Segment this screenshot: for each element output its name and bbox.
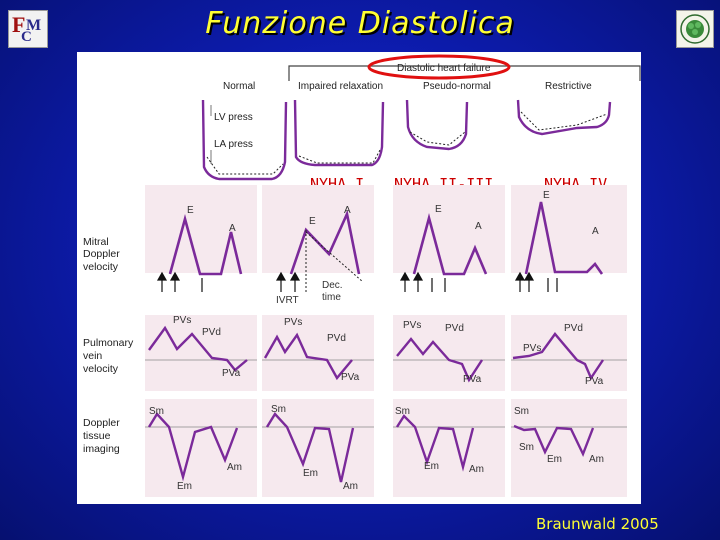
svg-text:PVd: PVd bbox=[202, 327, 221, 338]
panel-backgrounds bbox=[145, 185, 627, 497]
svg-text:PVa: PVa bbox=[585, 376, 604, 387]
svg-text:PVs: PVs bbox=[284, 317, 302, 328]
svg-text:time: time bbox=[322, 292, 341, 303]
svg-text:Sm: Sm bbox=[514, 406, 529, 417]
diastolic-function-figure: Diastolic heart failure Normal Impaired … bbox=[77, 52, 641, 504]
svg-text:E: E bbox=[187, 205, 194, 216]
svg-text:E: E bbox=[309, 216, 316, 227]
header-normal: Normal bbox=[223, 81, 255, 92]
svg-text:PVa: PVa bbox=[222, 368, 241, 379]
label-lv-press: LV press bbox=[214, 112, 253, 123]
svg-text:E: E bbox=[435, 204, 442, 215]
timing-arrows bbox=[156, 271, 558, 292]
svg-text:Pulmonary: Pulmonary bbox=[83, 337, 134, 349]
svg-text:IVRT: IVRT bbox=[276, 295, 299, 306]
svg-text:A: A bbox=[344, 205, 351, 216]
svg-text:A: A bbox=[592, 226, 599, 237]
svg-text:Sm: Sm bbox=[271, 404, 286, 415]
tdi-wave-labels: Sm Em Am Sm Em Am Sm Em Am Sm Sm Em Am bbox=[149, 404, 604, 492]
seal-logo bbox=[676, 10, 714, 48]
svg-text:Sm: Sm bbox=[395, 406, 410, 417]
mitral-waveforms bbox=[168, 201, 604, 276]
svg-text:velocity: velocity bbox=[83, 363, 119, 375]
header-restrictive: Restrictive bbox=[545, 81, 592, 92]
mitral-wave-labels: E A E A E A E A IVRT Dec. time bbox=[187, 190, 599, 306]
svg-text:Em: Em bbox=[424, 461, 439, 472]
svg-text:Dec.: Dec. bbox=[322, 280, 343, 291]
svg-text:Mitral: Mitral bbox=[83, 236, 109, 248]
svg-text:Em: Em bbox=[177, 481, 192, 492]
slide-title: Funzione Diastolica bbox=[205, 6, 515, 41]
svg-text:PVa: PVa bbox=[463, 374, 482, 385]
svg-text:Em: Em bbox=[303, 468, 318, 479]
header-group-label: Diastolic heart failure bbox=[397, 63, 491, 74]
svg-text:Am: Am bbox=[227, 462, 242, 473]
svg-text:A: A bbox=[229, 223, 236, 234]
svg-text:Am: Am bbox=[343, 481, 358, 492]
svg-text:A: A bbox=[475, 221, 482, 232]
decel-time-lines bbox=[305, 230, 364, 292]
pressure-curves bbox=[201, 99, 612, 181]
svg-text:velocity: velocity bbox=[83, 261, 119, 273]
tdi-waveforms bbox=[147, 412, 595, 483]
label-la-press: LA press bbox=[214, 139, 253, 150]
svg-text:Doppler: Doppler bbox=[83, 417, 120, 429]
dhf-bracket bbox=[288, 65, 641, 81]
svg-text:PVs: PVs bbox=[403, 320, 421, 331]
svg-text:PVs: PVs bbox=[173, 315, 191, 326]
la-pressure-curves bbox=[206, 111, 608, 175]
svg-text:imaging: imaging bbox=[83, 443, 120, 455]
credit-text: Braunwald 2005 bbox=[536, 515, 659, 533]
header-pseudo-normal: Pseudo-normal bbox=[423, 81, 491, 92]
svg-text:E: E bbox=[543, 190, 550, 201]
svg-text:tissue: tissue bbox=[83, 430, 111, 442]
header-impaired-relaxation: Impaired relaxation bbox=[298, 81, 383, 92]
svg-text:Am: Am bbox=[589, 454, 604, 465]
pulmonary-waveforms bbox=[148, 325, 604, 383]
university-logo: F M C bbox=[8, 10, 48, 48]
svg-text:Sm: Sm bbox=[149, 406, 164, 417]
svg-text:Am: Am bbox=[469, 464, 484, 475]
svg-text:Em: Em bbox=[547, 454, 562, 465]
pv-wave-labels: PVs PVd PVa PVs PVd PVa PVs PVd PVa PVd … bbox=[173, 315, 604, 387]
svg-text:Doppler: Doppler bbox=[83, 248, 120, 260]
svg-text:PVd: PVd bbox=[445, 323, 464, 334]
svg-text:PVd: PVd bbox=[327, 333, 346, 344]
svg-text:PVs: PVs bbox=[523, 343, 541, 354]
svg-text:PVd: PVd bbox=[564, 323, 583, 334]
row-label-tissue: Doppler tissue imaging bbox=[83, 417, 120, 455]
highlight-ellipse bbox=[367, 54, 511, 80]
row-label-mitral: Mitral Doppler velocity bbox=[83, 236, 120, 273]
svg-text:vein: vein bbox=[83, 350, 102, 362]
row-label-pulmonary: Pulmonary vein velocity bbox=[83, 337, 134, 375]
svg-text:Sm: Sm bbox=[519, 442, 534, 453]
svg-text:PVa: PVa bbox=[341, 372, 360, 383]
